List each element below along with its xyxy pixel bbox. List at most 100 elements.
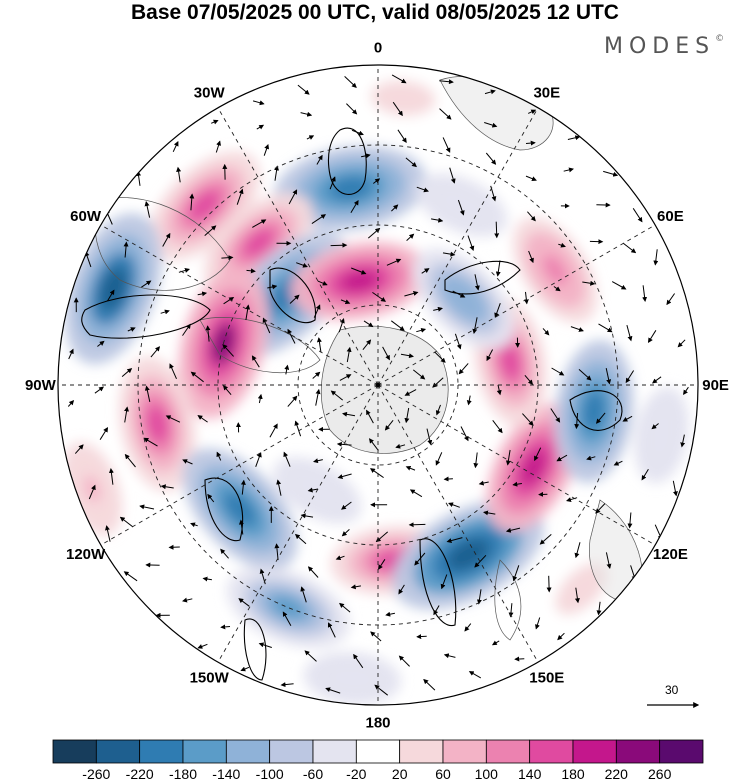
wind-arrow (336, 441, 352, 447)
anomaly-cell (500, 343, 521, 380)
polar-stereographic-map: 0 30E 60E 90E 120E 150E 180 150W 120W 90W 60W 30W 3… (25, 39, 729, 730)
wind-arrow (338, 318, 345, 333)
wind-arrow (566, 497, 578, 502)
wind-arrow (256, 124, 265, 130)
colorbar-swatch (312, 739, 357, 764)
wind-arrow (452, 290, 466, 298)
wind-arrow (341, 529, 350, 537)
wind-arrow (205, 325, 211, 342)
wind-arrow (550, 408, 561, 423)
wind-arrow (339, 602, 351, 613)
wind-arrow (276, 479, 282, 496)
longitude-label: 60W (70, 208, 102, 225)
wind-arrow (245, 304, 251, 321)
wind-arrow (647, 330, 657, 343)
colorbar-swatch (355, 739, 401, 764)
wind-arrow (160, 484, 174, 490)
colorbar-swatch (572, 739, 617, 764)
colorbar-swatch (52, 739, 97, 764)
wind-arrow (162, 232, 171, 247)
wind-arrow (406, 233, 415, 241)
wind-arrow (99, 427, 109, 440)
wind-arrow (329, 176, 336, 190)
wind-arrow (414, 552, 426, 566)
wind-arrow (412, 369, 426, 380)
wind-arrow (486, 349, 494, 362)
wind-arrow (439, 108, 452, 120)
wind-arrow (316, 337, 322, 353)
wind-arrow (262, 317, 271, 334)
colorbar-swatch (182, 739, 227, 764)
wind-arrow (300, 111, 313, 117)
wind-arrow (514, 656, 525, 662)
wind-arrow (287, 328, 296, 344)
wind-arrow (284, 364, 290, 375)
wind-arrow (312, 371, 321, 379)
wind-arrow (178, 268, 190, 273)
wind-arrow (304, 650, 317, 662)
wind-arrow (351, 267, 367, 275)
wind-arrow (484, 122, 498, 128)
wind-arrow (458, 363, 469, 375)
wind-arrow (525, 175, 537, 181)
wind-arrow (307, 566, 319, 578)
wind-arrow (595, 412, 606, 424)
meridian-line (377, 384, 656, 546)
wind-arrow (464, 623, 472, 632)
wind-arrow (534, 447, 542, 462)
wind-arrow (263, 143, 270, 156)
wind-arrow (374, 684, 389, 696)
meridian-line (100, 384, 379, 546)
wind-arrow (546, 575, 552, 593)
wind-arrow (287, 395, 298, 407)
wind-arrow (182, 597, 193, 603)
wind-arrow (404, 389, 417, 396)
wind-arrow (257, 393, 263, 404)
wind-arrow (351, 129, 364, 136)
wind-arrow (222, 344, 234, 357)
wind-arrow (596, 601, 602, 616)
wind-arrow (220, 624, 231, 630)
wind-arrow (539, 534, 552, 545)
longitude-label: 120E (653, 546, 688, 563)
colorbar-tick-label: 180 (561, 766, 585, 782)
wind-arrow (251, 355, 260, 368)
anomaly-cell (520, 449, 547, 486)
wind-arrow (651, 423, 659, 430)
wind-arrow (642, 285, 648, 302)
colorbar-tick-label: 140 (518, 766, 542, 782)
wind-arrow (360, 153, 371, 159)
wind-arrow (169, 363, 177, 380)
anomaly-cell (390, 91, 416, 106)
wind-arrow (574, 542, 581, 559)
wind-arrow (221, 255, 234, 261)
wind-arrow (384, 419, 394, 431)
colorbar: -260 -220 -180 -140 -100 -60 -20 20 60 100 140 180 2… (52, 739, 704, 782)
wind-arrow (311, 214, 327, 225)
wind-arrow (240, 666, 250, 672)
wind-arrow (124, 406, 130, 423)
wind-arrow (190, 522, 198, 528)
wind-arrow (141, 280, 152, 288)
wind-arrow (274, 543, 280, 561)
wind-arrow (391, 204, 399, 212)
reference-vector-label: 30 (665, 683, 679, 697)
wind-arrow (346, 103, 358, 115)
wind-arrow (558, 242, 566, 248)
wind-arrow (542, 328, 550, 336)
wind-arrow (395, 443, 406, 449)
wind-arrow (197, 643, 208, 649)
wind-arrow (683, 386, 689, 396)
wind-arrow (483, 510, 496, 516)
wind-arrow (315, 388, 321, 406)
wind-arrow (442, 137, 451, 153)
wind-arrow (165, 415, 181, 423)
wind-arrow (121, 368, 133, 377)
colorbar-tick-label: -260 (82, 766, 110, 782)
wind-arrow (369, 468, 384, 479)
wind-arrow (127, 327, 136, 332)
colorbar-swatch (139, 739, 184, 764)
wind-arrow (222, 385, 232, 396)
wind-arrow (426, 428, 433, 446)
longitude-label: 30E (533, 85, 560, 102)
